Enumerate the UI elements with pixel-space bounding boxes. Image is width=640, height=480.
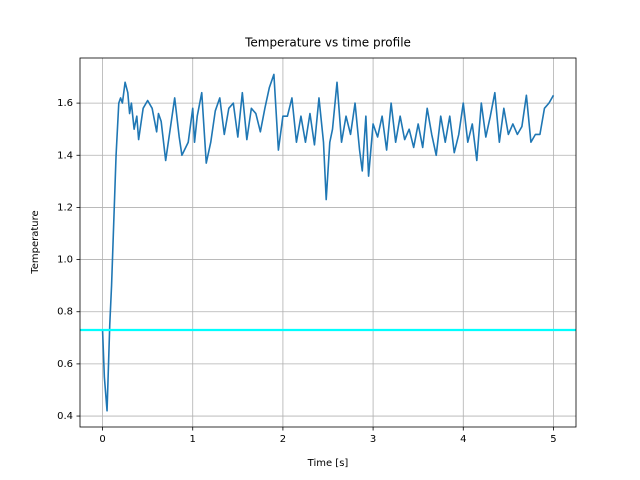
x-tick-label: 4 [460,434,466,445]
x-axis-label: Time [s] [307,458,349,469]
y-axis-label: Temperature [30,210,41,274]
x-tick-label: 2 [280,434,286,445]
x-tick-label: 3 [370,434,376,445]
y-tick-label: 0.4 [57,411,73,422]
y-tick-label: 1.2 [57,202,73,213]
y-tick-label: 1.6 [57,98,73,109]
chart-title: Temperature vs time profile [244,36,411,50]
y-tick-label: 1.0 [57,255,73,266]
y-tick-label: 0.6 [57,359,73,370]
plot-frame [79,57,577,428]
y-tick-label: 1.4 [57,150,73,161]
data-line [101,73,555,412]
x-tick-label: 0 [99,434,105,445]
x-tick-label: 5 [550,434,556,445]
x-tick-label: 1 [190,434,196,445]
y-tick-label: 0.8 [57,307,73,318]
